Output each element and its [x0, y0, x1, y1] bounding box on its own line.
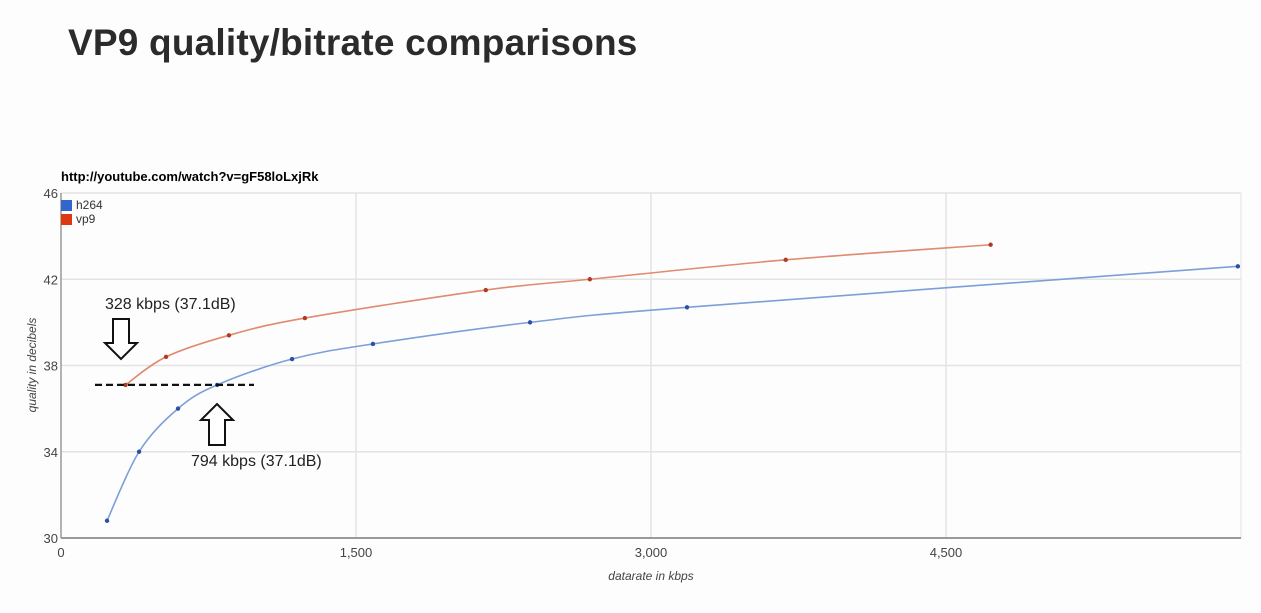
h264-point [136, 449, 142, 454]
vp9-point [163, 354, 169, 360]
h264-point [527, 320, 533, 325]
legend-item-vp9[interactable]: vp9 [61, 212, 103, 226]
y-tick-label: 34 [44, 445, 58, 460]
x-axis-label: datarate in kbps [608, 569, 693, 583]
h264-point [1235, 264, 1241, 269]
h264-point [104, 518, 110, 523]
annotation-h264-label: 794 kbps (37.1dB) [191, 453, 322, 470]
y-tick-label: 46 [44, 186, 58, 201]
annotation-vp9-label: 328 kbps (37.1dB) [105, 296, 236, 313]
vp9-point [483, 287, 488, 293]
legend-label: vp9 [76, 212, 96, 226]
x-tick-label: 1,500 [340, 545, 373, 560]
h264-point [175, 406, 181, 411]
x-tick-label: 4,500 [930, 545, 963, 560]
vp9-point [123, 382, 128, 388]
vp9-point [587, 277, 593, 282]
h264-swatch-icon [61, 199, 72, 211]
vp9-point [783, 257, 788, 263]
down-arrow-icon [102, 318, 140, 361]
vp9-point [226, 333, 232, 338]
h264-point [370, 341, 376, 347]
vp9-point [988, 242, 993, 247]
y-tick-label: 42 [44, 272, 58, 287]
axes: 30 34 38 42 46 0 1,500 3,000 4,500 [44, 186, 1241, 560]
legend-label: h264 [76, 198, 103, 212]
vp9-swatch-icon [61, 213, 72, 225]
legend-item-h264[interactable]: h264 [61, 198, 103, 212]
chart-title: http://youtube.com/watch?v=gF58loLxjRk [61, 169, 319, 184]
slide-title: VP9 quality/bitrate comparisons [68, 22, 638, 63]
up-arrow-icon [198, 402, 236, 446]
h264-line [106, 265, 1238, 522]
y-tick-label: 30 [44, 531, 58, 546]
x-tick-label: 0 [57, 545, 64, 560]
legend: h264 vp9 [61, 198, 103, 226]
h264-point [289, 356, 295, 362]
x-tick-label: 3,000 [635, 545, 668, 560]
vp9-point [302, 315, 308, 321]
gridlines [60, 192, 1242, 539]
annotations: 328 kbps (37.1dB) 794 kbps (37.1dB) [95, 296, 322, 470]
y-axis-label: quality in decibels [25, 318, 39, 413]
h264-point [684, 305, 690, 310]
y-tick-label: 38 [44, 359, 58, 374]
